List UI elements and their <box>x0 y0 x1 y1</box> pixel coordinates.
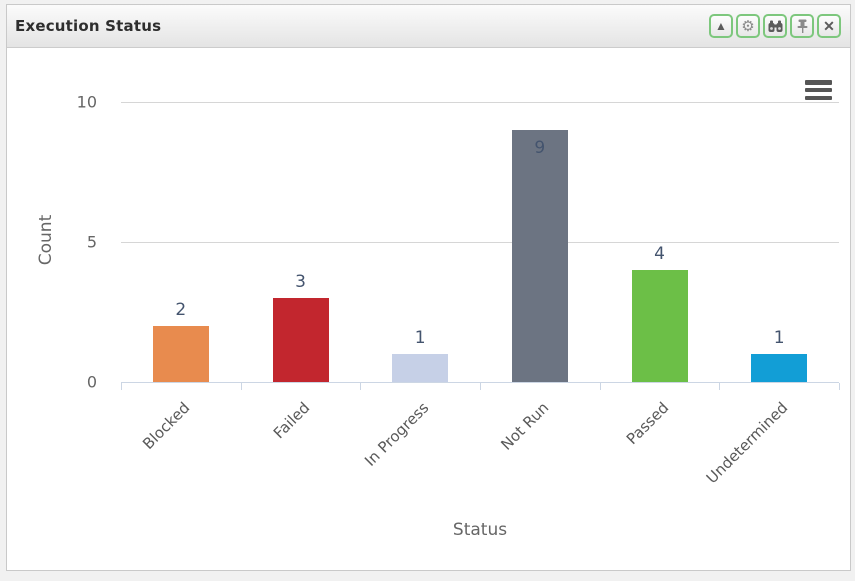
y-tick-label-10: 10 <box>76 92 97 112</box>
search-button[interactable] <box>763 14 787 38</box>
bar-passed[interactable] <box>631 270 688 382</box>
category-label-passed: Passed <box>622 398 672 449</box>
x-axis-tick <box>240 383 242 390</box>
widget-header: Execution Status ▲ ⚙ <box>7 5 850 48</box>
widget-title: Execution Status <box>15 17 162 35</box>
hamburger-icon <box>805 80 832 85</box>
bar-value-in-progress: 1 <box>414 328 426 348</box>
x-axis-tick <box>360 383 362 390</box>
x-axis-tick <box>599 383 601 390</box>
y-tick-label-0: 0 <box>86 372 97 392</box>
settings-button[interactable]: ⚙ <box>736 14 760 38</box>
hamburger-icon <box>805 87 832 93</box>
x-axis-tick <box>839 383 840 390</box>
execution-status-widget: Execution Status ▲ ⚙ <box>6 4 851 571</box>
pushpin-icon <box>796 19 809 33</box>
x-axis-title: Status <box>452 520 508 540</box>
x-axis-tick <box>121 383 122 390</box>
bar-failed[interactable] <box>272 298 329 382</box>
chart-context-menu-button[interactable] <box>805 80 832 100</box>
pin-button[interactable] <box>790 14 814 38</box>
triangle-up-icon: ▲ <box>715 19 727 33</box>
category-label-in-progress: In Progress <box>361 398 433 470</box>
bar-not-run[interactable] <box>511 130 568 382</box>
hamburger-icon <box>805 95 832 100</box>
bar-undetermined[interactable] <box>751 354 808 382</box>
binoculars-icon <box>768 20 783 33</box>
bar-chart: Count Status 0 5 10 2 Blocked 3 Failed 1 In Prog… <box>7 48 850 570</box>
bar-in-progress[interactable] <box>392 354 449 382</box>
category-label-undetermined: Undetermined <box>702 398 792 488</box>
bar-value-passed: 4 <box>654 244 665 264</box>
widget-toolbar: ▲ ⚙ <box>709 14 841 38</box>
x-axis-line <box>121 382 839 383</box>
x-axis-tick <box>480 383 481 390</box>
bar-value-blocked: 2 <box>175 300 187 320</box>
category-label-blocked: Blocked <box>138 398 194 453</box>
close-button[interactable]: ✕ <box>817 14 841 38</box>
gear-icon: ⚙ <box>741 17 755 35</box>
gridline-10 <box>121 102 839 103</box>
category-label-not-run: Not Run <box>497 398 553 454</box>
gridline-5 <box>121 242 839 243</box>
close-icon: ✕ <box>823 18 835 34</box>
bar-value-undetermined: 1 <box>773 328 785 348</box>
y-axis-title: Count <box>36 214 56 266</box>
x-axis-tick <box>719 383 721 390</box>
y-tick-label-5: 5 <box>86 232 97 252</box>
bar-value-not-run: 9 <box>534 138 546 158</box>
bar-value-failed: 3 <box>295 272 306 292</box>
bar-blocked[interactable] <box>152 326 209 382</box>
collapse-button[interactable]: ▲ <box>709 14 733 38</box>
category-label-failed: Failed <box>269 398 313 443</box>
